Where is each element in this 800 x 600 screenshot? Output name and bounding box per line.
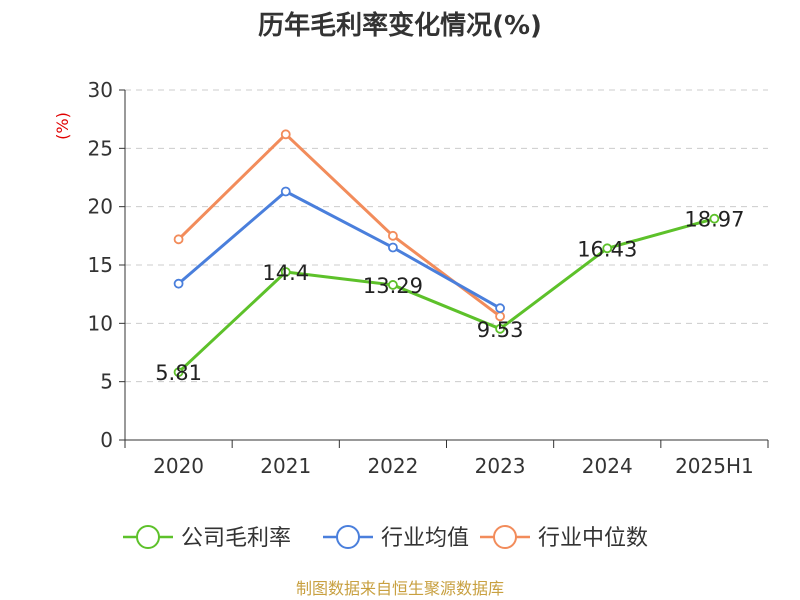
axes: 0 5 10 15 20 25 30 2020 2021 2022 2023 2024 2025H1 <box>88 78 769 478</box>
legend: 公司毛利率 行业均值 行业中位数 <box>123 525 648 551</box>
legend-label: 公司毛利率 <box>181 526 291 551</box>
legend-item: 公司毛利率 <box>123 525 291 551</box>
series-line <box>177 132 501 318</box>
data-point <box>280 267 291 277</box>
data-point <box>495 303 505 314</box>
data-label: 9.53 <box>477 318 524 342</box>
x-tick-label: 2020 <box>153 454 204 478</box>
data-label: 16.43 <box>577 237 637 261</box>
y-tick-label: 20 <box>88 195 113 219</box>
y-tick-label: 15 <box>88 253 113 277</box>
series-lines <box>173 129 720 378</box>
data-point <box>388 242 398 253</box>
data-point <box>602 243 613 254</box>
y-tick-label: 10 <box>88 311 113 335</box>
y-tick-label: 25 <box>88 136 113 160</box>
data-point <box>388 280 398 290</box>
y-axis-unit: (%) <box>53 112 72 140</box>
x-tick-label: 2024 <box>582 454 633 478</box>
data-label: 14.4 <box>262 261 309 285</box>
legend-marker-icon <box>136 525 160 549</box>
data-point <box>709 213 720 224</box>
legend-marker-icon <box>493 525 517 549</box>
data-point <box>173 367 184 378</box>
series-line <box>177 217 715 374</box>
x-tick-label: 2022 <box>367 454 418 478</box>
data-point <box>280 186 291 197</box>
legend-item: 行业均值 <box>323 525 469 551</box>
y-tick-label: 0 <box>100 428 113 452</box>
x-tick-label: 2021 <box>260 454 311 478</box>
data-point <box>173 234 184 245</box>
data-point <box>280 129 291 140</box>
x-tick-label: 2023 <box>475 454 526 478</box>
source-note: 制图数据来自恒生聚源数据库 <box>296 579 504 598</box>
data-label: 13.29 <box>363 274 423 298</box>
data-label: 18.97 <box>684 208 744 232</box>
y-tick-label: 5 <box>100 370 113 394</box>
data-point <box>173 278 184 289</box>
y-tick-label: 30 <box>88 78 113 102</box>
data-label: 5.81 <box>155 361 202 385</box>
legend-marker-icon <box>336 525 360 549</box>
legend-item: 行业中位数 <box>480 525 648 551</box>
gridlines <box>125 89 768 383</box>
legend-label: 行业均值 <box>381 526 469 551</box>
data-point <box>495 323 505 334</box>
series-line <box>177 190 501 310</box>
data-labels: 5.81 14.4 13.29 9.53 16.43 18.97 <box>155 208 744 386</box>
x-tick-label: 2025H1 <box>675 454 754 478</box>
data-point <box>388 230 398 241</box>
legend-label: 行业中位数 <box>538 526 648 551</box>
chart-title: 历年毛利率变化情况(%) <box>258 10 542 41</box>
